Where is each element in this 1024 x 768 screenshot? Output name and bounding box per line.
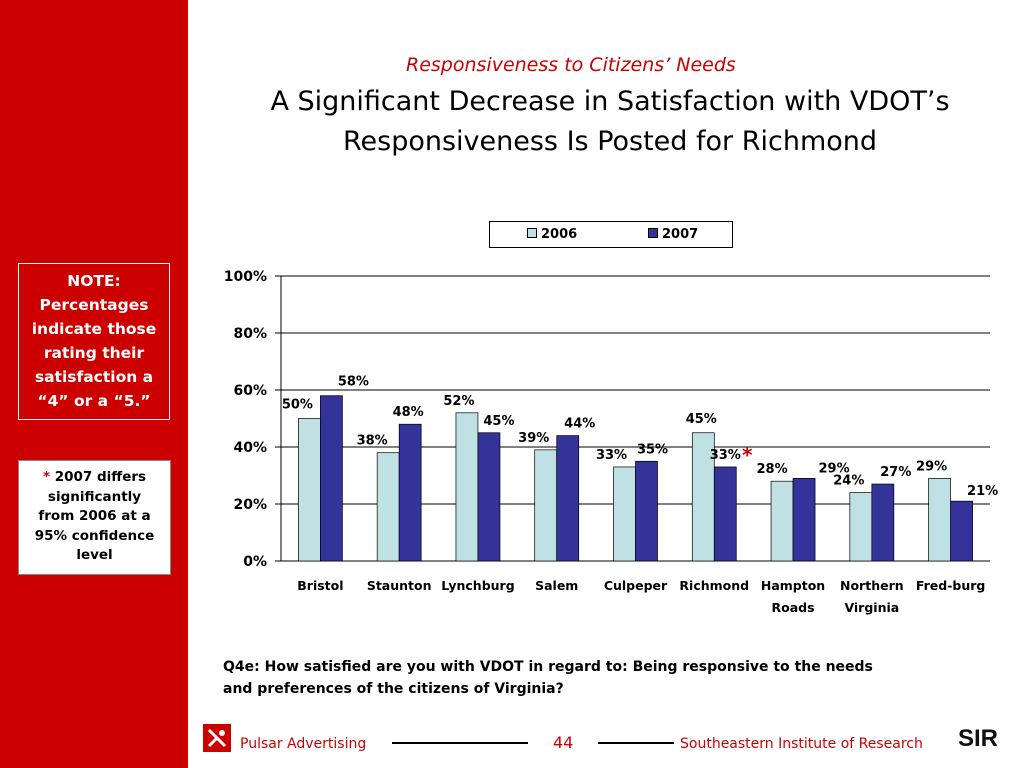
bar-2006 (849, 492, 873, 562)
data-label: 33% (596, 448, 627, 463)
significance-line: from 2006 at a (38, 508, 151, 524)
footer-left-label: Pulsar Advertising (240, 736, 367, 752)
bar-2006 (455, 412, 479, 562)
x-category-label: Salem (535, 578, 578, 593)
data-label: 44% (564, 417, 595, 432)
data-label: 38% (357, 434, 388, 449)
bar-2007 (792, 478, 816, 562)
data-label: 58% (338, 375, 369, 390)
slide-subtitle: Responsiveness to Citizens’ Needs (406, 54, 736, 76)
x-category-label: Richmond (679, 578, 749, 593)
question-line1: Q4e: How satisfied are you with VDOT in … (223, 659, 873, 675)
significance-line: significantly (47, 488, 142, 505)
bar-2006 (613, 466, 636, 562)
y-tick-label: 20% (233, 497, 267, 513)
y-tick-label: 100% (224, 269, 267, 285)
bar-2006 (376, 452, 400, 562)
significance-line: 95% confidence (34, 527, 155, 544)
bar-2007 (950, 500, 973, 562)
x-category-label: Bristol (297, 578, 343, 593)
significance-marker: * (742, 443, 753, 467)
pulsar-logo-icon (203, 724, 231, 752)
x-category-label: Hampton (761, 578, 825, 593)
bar-2006 (928, 478, 951, 562)
x-category-label: Roads (772, 600, 815, 615)
page-number: 44 (553, 733, 574, 752)
chart-legend: 2006 2007 (489, 221, 733, 248)
data-label: 29% (916, 459, 947, 474)
bar-2007 (477, 432, 501, 562)
significance-line: * 2007 differs (19, 468, 170, 488)
data-label: 52% (443, 394, 474, 409)
legend-label-2007: 2007 (662, 227, 699, 242)
footer-right-label: Southeastern Institute of Research (680, 736, 923, 752)
significance-text: 2007 differs (54, 469, 147, 485)
y-tick-label: 60% (233, 383, 267, 399)
data-label: 48% (393, 405, 424, 420)
data-label: 50% (282, 398, 313, 413)
y-tick-label: 0% (243, 554, 267, 570)
bar-2006 (770, 480, 794, 562)
bar-2007 (398, 423, 422, 562)
data-label: 35% (637, 442, 668, 457)
note-line: “4” or a “5.” (37, 392, 151, 410)
footer-rule-left (392, 742, 528, 744)
data-label: 28% (756, 462, 787, 477)
x-category-label: Lynchburg (441, 578, 514, 593)
data-label: 45% (686, 412, 717, 427)
data-label: 24% (833, 474, 864, 489)
bar-2007 (320, 395, 343, 562)
data-label: 39% (518, 431, 549, 446)
note-line: indicate those (31, 320, 157, 338)
significance-note-box: * 2007 differs significantly from 2006 a… (18, 460, 171, 575)
survey-question: Q4e: How satisfied are you with VDOT in … (223, 656, 873, 700)
sidebar: NOTE: Percentages indicate those rating … (0, 0, 188, 768)
note-box: NOTE: Percentages indicate those rating … (18, 263, 170, 420)
bar-chart: 0% 20% 40% 60% 80% 100% Bristol 50% 58% Staunton 3… (224, 269, 998, 615)
x-category-label: Staunton (367, 578, 432, 593)
sir-logo-text: SIR (958, 725, 998, 752)
y-tick-label: 80% (233, 326, 267, 342)
legend-item-2007: 2007 (648, 227, 698, 242)
data-label: 33% (710, 448, 741, 463)
note-line: rating their (43, 344, 145, 362)
legend-label-2006: 2006 (541, 227, 578, 242)
x-category-label: Fred-burg (916, 578, 985, 593)
significance-line: level (76, 547, 113, 563)
note-line: satisfaction a (34, 368, 154, 386)
bar-2007 (871, 483, 895, 562)
slide-title-line1: A Significant Decrease in Satisfaction w… (270, 86, 950, 117)
legend-swatch-2007 (648, 228, 658, 238)
x-category-label: Northern (840, 578, 904, 593)
note-line: NOTE: (67, 272, 121, 290)
bar-2006 (534, 449, 558, 562)
footer-rule-right (598, 742, 674, 744)
legend-swatch-2006 (527, 228, 537, 238)
bar-2007 (556, 435, 580, 562)
y-tick-label: 40% (233, 440, 267, 456)
sir-logo-icon: SIR (958, 725, 998, 752)
bar-2007 (635, 460, 658, 562)
significance-star: * (42, 469, 50, 485)
note-line: Percentages (39, 296, 149, 314)
bar-2007 (713, 466, 737, 562)
data-label: 45% (483, 414, 514, 429)
slide-title-line2: Responsiveness Is Posted for Richmond (342, 126, 878, 157)
legend-item-2006: 2006 (527, 227, 577, 242)
question-line2: and preferences of the citizens of Virgi… (223, 681, 564, 697)
data-label: 29% (818, 461, 849, 476)
data-label: 27% (880, 465, 911, 480)
bar-2006 (298, 418, 321, 562)
data-label: 21% (967, 484, 998, 499)
x-category-label: Culpeper (604, 578, 668, 593)
x-category-label: Virginia (844, 600, 899, 615)
